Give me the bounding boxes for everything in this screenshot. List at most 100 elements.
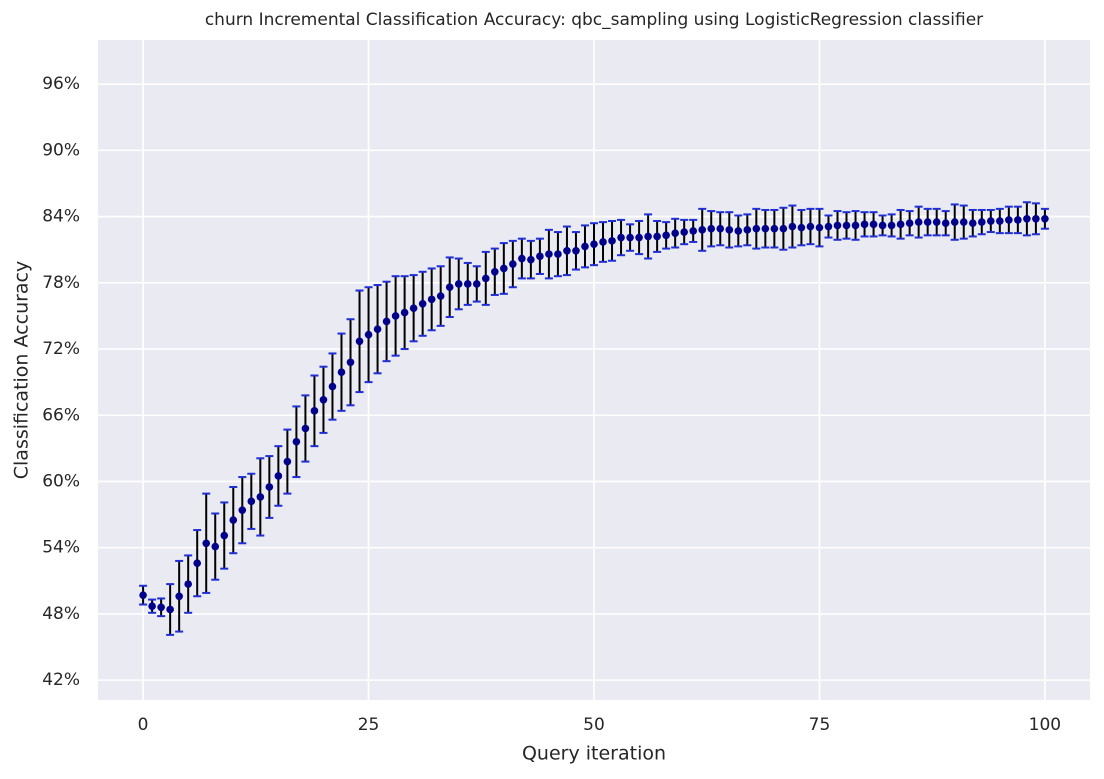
point — [391, 312, 400, 320]
point — [662, 231, 670, 240]
point — [590, 240, 598, 248]
point — [518, 254, 526, 263]
point — [301, 424, 310, 433]
point — [346, 358, 355, 367]
y-axis-label: Classification Accuracy — [11, 261, 33, 480]
point — [635, 233, 643, 242]
point — [328, 382, 337, 391]
point — [193, 559, 201, 567]
point — [283, 457, 292, 466]
x-axis-label: Query iteration — [522, 743, 666, 765]
point — [491, 267, 499, 276]
point — [148, 602, 156, 610]
point — [445, 283, 454, 292]
y-tick-label: 90% — [42, 140, 80, 160]
point — [716, 224, 725, 233]
point — [563, 247, 571, 255]
x-tick-label: 25 — [358, 715, 380, 735]
point — [202, 539, 211, 548]
point — [734, 227, 743, 235]
point — [463, 280, 472, 288]
y-tick-label: 66% — [42, 405, 80, 425]
point — [878, 221, 887, 230]
point — [653, 232, 661, 241]
point — [1041, 214, 1049, 223]
point — [184, 580, 192, 588]
point — [175, 592, 183, 601]
x-tick-label: 0 — [138, 715, 149, 735]
point — [409, 304, 418, 312]
point — [996, 217, 1004, 225]
y-tick-label: 48% — [42, 604, 80, 624]
point — [869, 220, 878, 229]
y-tick-label: 72% — [42, 339, 80, 359]
point — [752, 224, 761, 233]
point — [1005, 216, 1013, 224]
point — [211, 542, 220, 551]
point — [274, 472, 283, 480]
point — [680, 228, 688, 236]
point — [382, 317, 391, 326]
point — [373, 325, 382, 333]
point — [139, 591, 147, 599]
point — [941, 219, 950, 228]
point — [247, 497, 256, 506]
point — [833, 221, 842, 230]
point — [545, 250, 553, 258]
point — [824, 222, 833, 231]
point — [905, 219, 914, 228]
point — [454, 280, 463, 288]
point — [797, 223, 806, 232]
point — [968, 219, 977, 228]
point — [770, 224, 779, 233]
point — [292, 437, 301, 446]
point — [1023, 214, 1031, 223]
point — [599, 238, 607, 246]
x-tick-label: 50 — [583, 715, 605, 735]
point — [779, 224, 788, 233]
point — [788, 222, 797, 231]
point — [987, 217, 995, 225]
point — [608, 237, 616, 245]
point — [427, 295, 436, 304]
point — [842, 221, 851, 230]
point — [1032, 214, 1040, 223]
point — [220, 531, 229, 540]
point — [671, 229, 679, 237]
point — [725, 226, 734, 234]
point — [166, 605, 174, 614]
point — [536, 252, 544, 261]
point — [743, 226, 752, 234]
point — [1014, 216, 1022, 224]
point — [950, 218, 959, 226]
point — [500, 264, 508, 273]
point — [851, 221, 860, 230]
point — [932, 218, 941, 226]
point — [355, 337, 364, 346]
point — [617, 233, 625, 242]
point — [572, 247, 580, 255]
point — [364, 330, 373, 339]
point — [418, 299, 427, 308]
point — [959, 218, 968, 226]
y-tick-label: 78% — [42, 273, 80, 293]
point — [860, 220, 869, 229]
point — [761, 224, 770, 233]
x-tick-label: 100 — [1029, 715, 1061, 735]
point — [698, 226, 707, 234]
point — [157, 603, 165, 612]
point — [509, 260, 517, 268]
point — [472, 280, 481, 288]
x-tick-label: 75 — [809, 715, 831, 735]
y-tick-label: 42% — [42, 670, 80, 690]
point — [310, 407, 319, 415]
point — [626, 233, 634, 242]
point — [914, 218, 923, 226]
point — [707, 224, 716, 233]
point — [923, 218, 932, 226]
point — [977, 218, 986, 226]
point — [644, 232, 652, 241]
y-tick-label: 60% — [42, 471, 80, 491]
point — [554, 250, 562, 258]
